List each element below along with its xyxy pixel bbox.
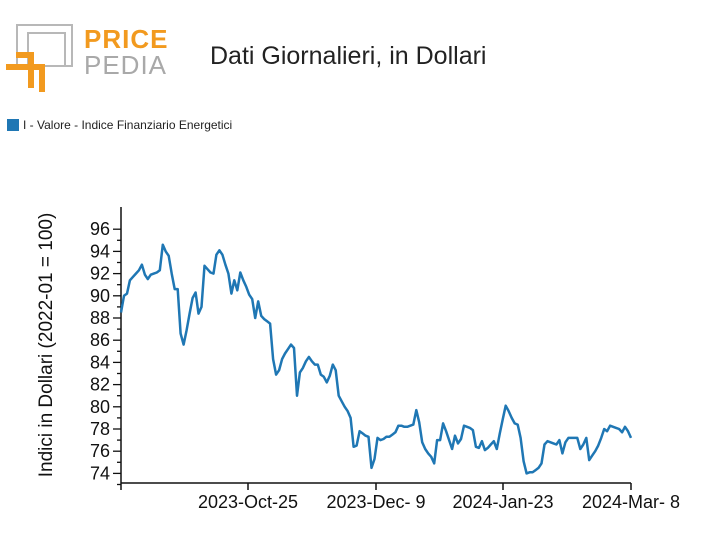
y-tick-label: 86: [90, 330, 110, 350]
y-tick-label: 76: [90, 441, 110, 461]
y-tick-label: 96: [90, 219, 110, 239]
x-tick-label: 2024-Mar- 8: [582, 492, 680, 512]
logo-price-text: PRICE: [84, 24, 169, 54]
y-tick-label: 82: [90, 375, 110, 395]
chart-title: Dati Giornalieri, in Dollari: [210, 42, 487, 70]
x-tick-label: 2023-Oct-25: [198, 492, 298, 512]
y-tick-label: 92: [90, 264, 110, 284]
legend-swatch: [7, 119, 19, 131]
series-line: [119, 243, 633, 475]
x-tick-label: 2024-Jan-23: [452, 492, 553, 512]
legend-label: I - Valore - Indice Finanziario Energeti…: [23, 118, 233, 132]
y-tick-label: 80: [90, 397, 110, 417]
y-tick-label: 90: [90, 286, 110, 306]
y-tick-label: 74: [90, 463, 110, 483]
chart-legend: I - Valore - Indice Finanziario Energeti…: [7, 118, 232, 132]
logo-mark-icon: [6, 24, 73, 92]
logo-pedia-text: PEDIA: [84, 50, 168, 80]
y-tick-label: 84: [90, 352, 110, 372]
y-tick-label: 94: [90, 241, 110, 261]
x-axis: 2023-Oct-25 2023-Dec- 9 2024-Jan-23 2024-Ma…: [120, 482, 680, 512]
x-tick-label: 2023-Dec- 9: [326, 492, 425, 512]
y-axis-title: Indici in Dollari (2022-01 = 100): [36, 213, 57, 478]
y-tick-label: 78: [90, 419, 110, 439]
pricepedia-logo: PRICE PEDIA: [6, 22, 169, 96]
y-tick-label: 88: [90, 308, 110, 328]
